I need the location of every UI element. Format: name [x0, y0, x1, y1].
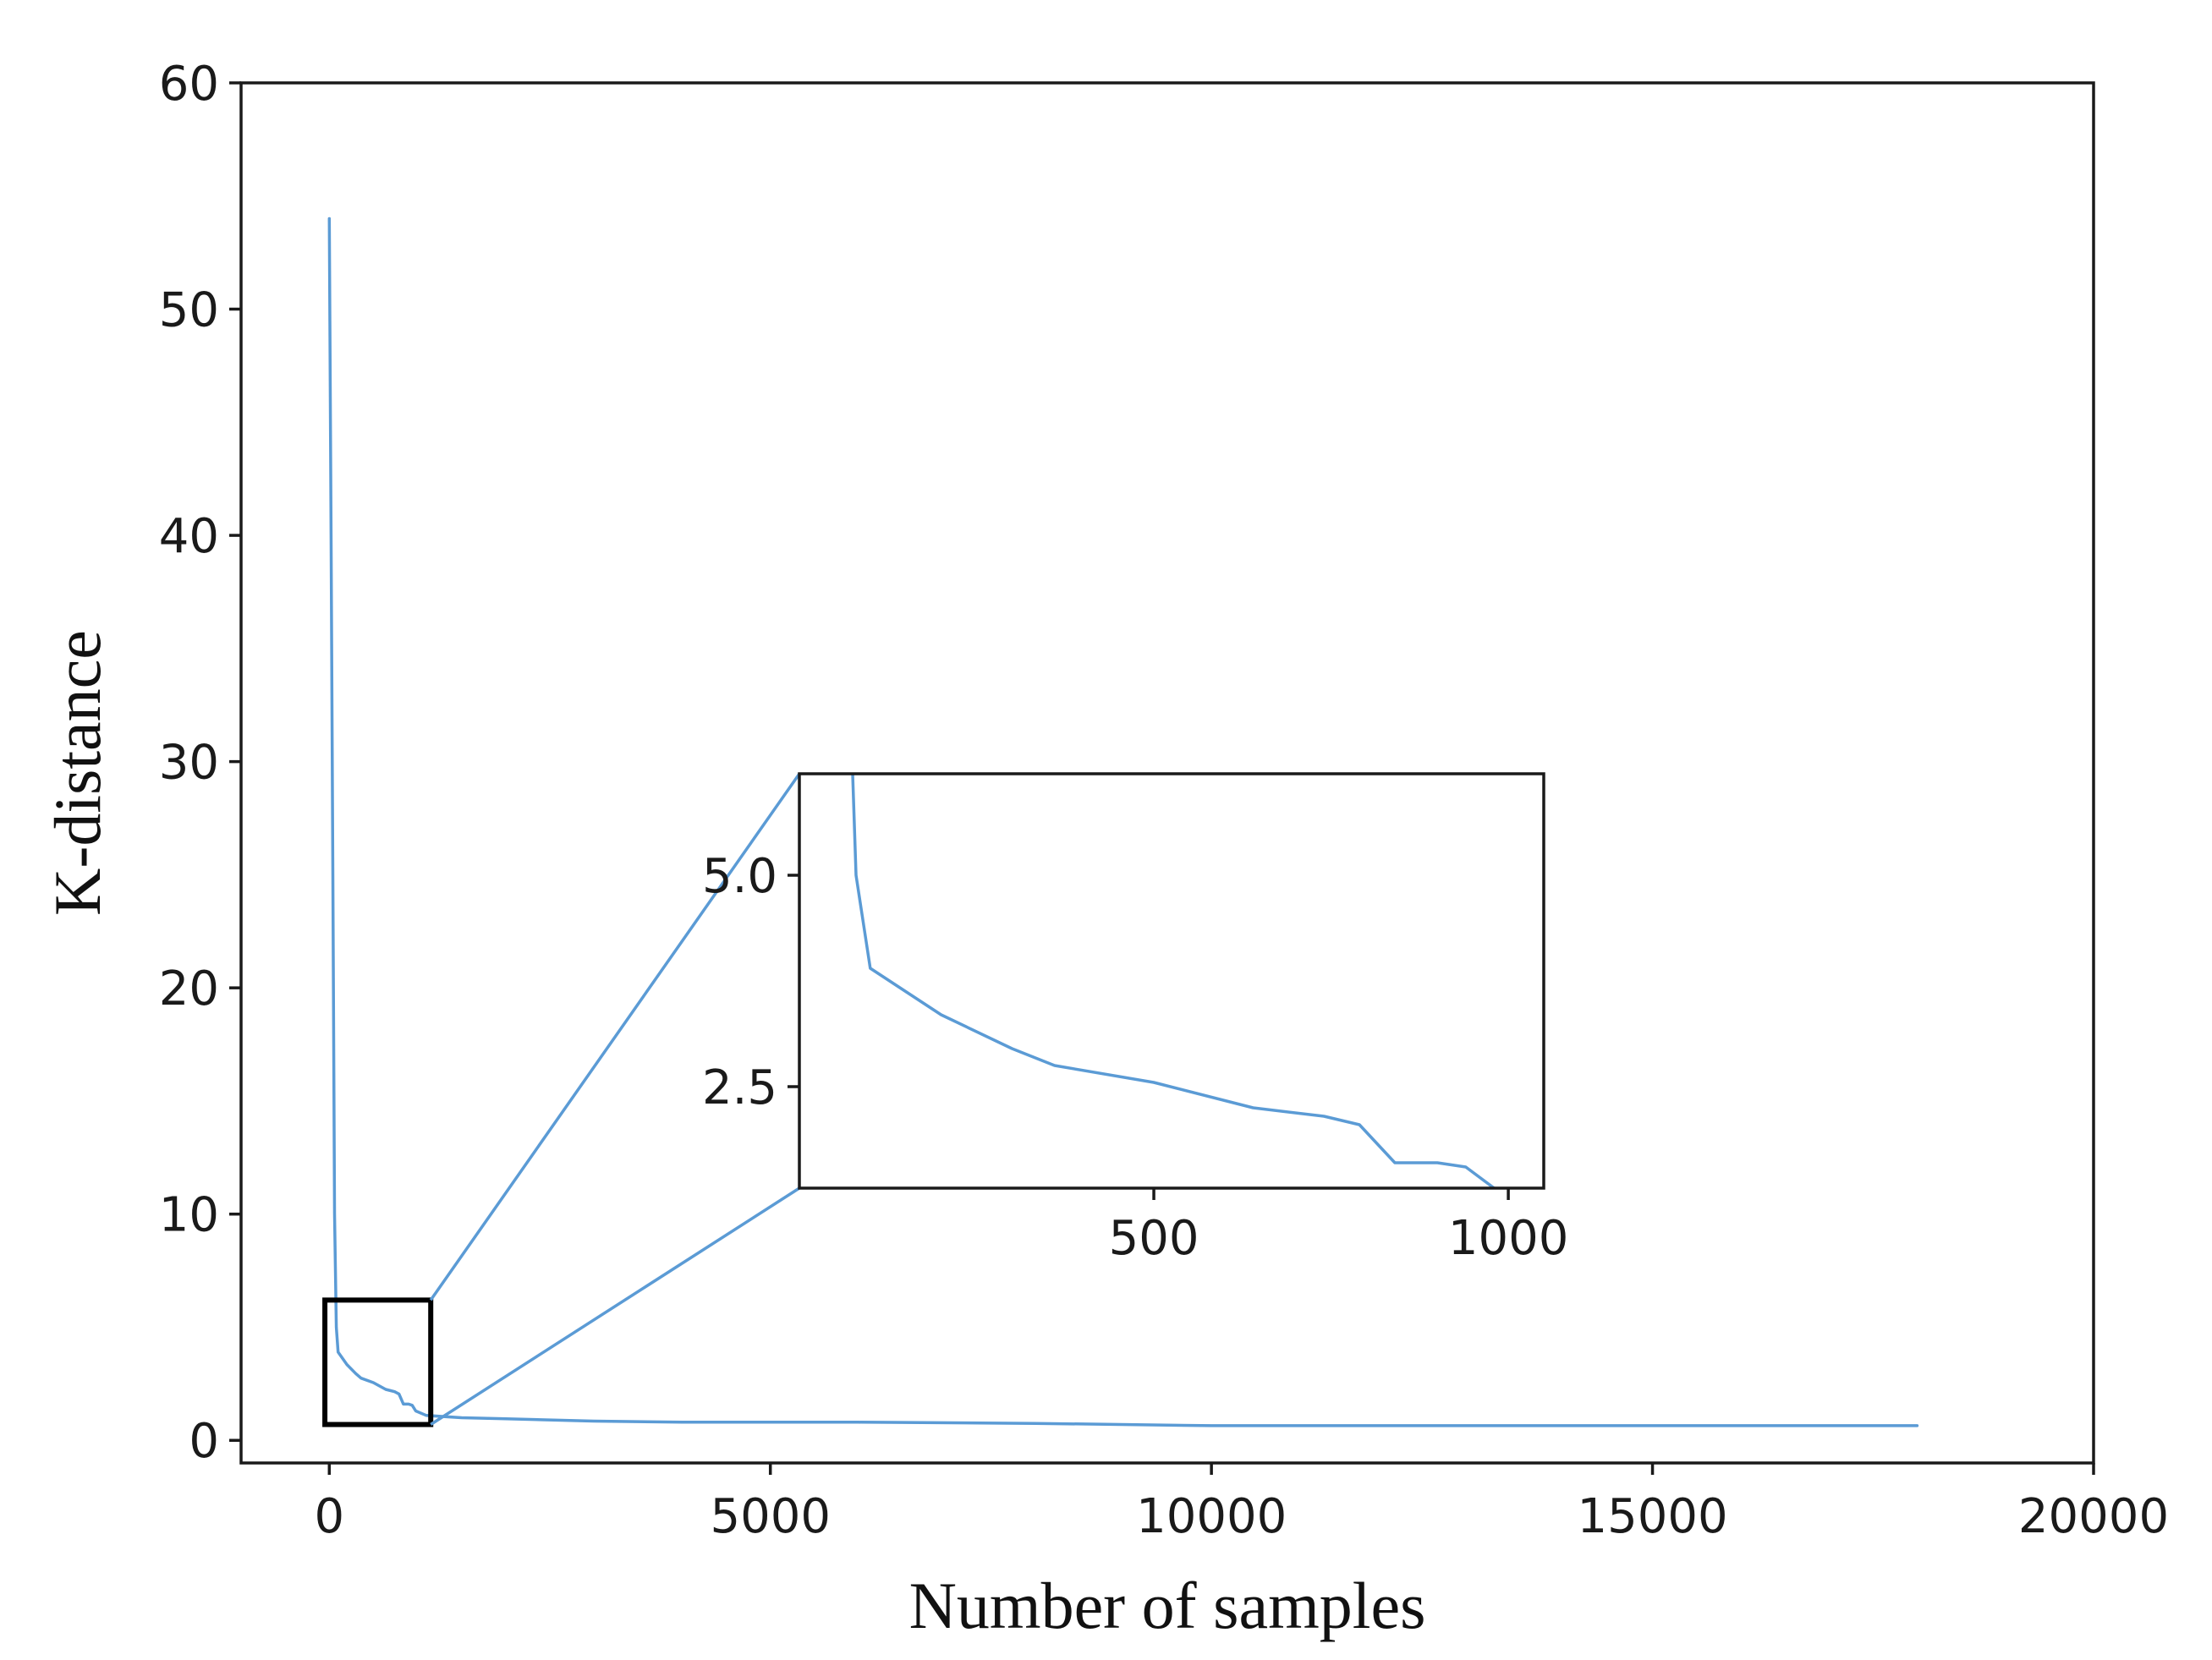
- inset-y-tick-label: 5.0: [702, 849, 777, 904]
- inset-x-tick-label: 1000: [1448, 1211, 1569, 1266]
- inset-frame: [798, 772, 1545, 1190]
- inset-y-tick-label: 2.5: [702, 1060, 777, 1115]
- inset-background: [799, 774, 1544, 1188]
- y-tick-label: 50: [159, 283, 219, 338]
- zoom-connector-lower: [430, 1186, 800, 1426]
- y-tick-label: 10: [159, 1188, 219, 1243]
- y-tick-label: 0: [189, 1414, 219, 1469]
- main-axes: 0 5000 10000 15000 20000 0 10 20 30 40 50 60: [159, 57, 2169, 1544]
- y-axis-title: K-distance: [41, 630, 114, 916]
- k-distance-line: [327, 216, 1919, 1427]
- zoom-connector-upper: [429, 772, 801, 1301]
- zoom-region-box: [322, 1297, 434, 1427]
- inset-axes: 500 1000 2.5 5.0: [702, 772, 1569, 1266]
- x-tick-label: 15000: [1577, 1489, 1727, 1544]
- x-tick-label: 5000: [710, 1489, 831, 1544]
- inset-x-tick-label: 500: [1109, 1211, 1199, 1266]
- x-axis-title: Number of samples: [909, 1569, 1426, 1642]
- x-tick-label: 10000: [1136, 1489, 1287, 1544]
- y-tick-label: 20: [159, 961, 219, 1016]
- y-tick-label: 30: [159, 736, 219, 791]
- x-tick-label: 0: [314, 1489, 344, 1544]
- x-tick-label: 20000: [2018, 1489, 2169, 1544]
- y-tick-label: 60: [159, 57, 219, 112]
- plot-frame: [239, 81, 2095, 1465]
- y-tick-label: 40: [159, 509, 219, 564]
- zoom-connector-lines: [429, 772, 801, 1426]
- inset-k-distance-line: [851, 774, 1502, 1188]
